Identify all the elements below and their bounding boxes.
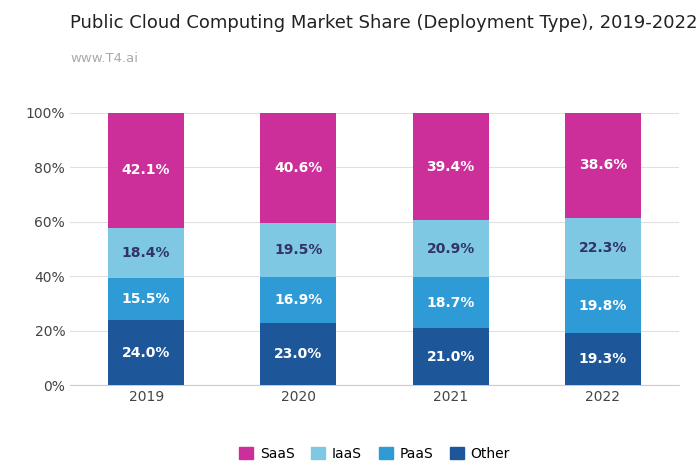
Bar (565, 113, 641, 218)
Text: 16.9%: 16.9% (274, 293, 323, 306)
Text: 19.3%: 19.3% (579, 352, 627, 366)
Bar (565, 218, 641, 279)
Bar (260, 277, 337, 323)
Text: 19.8%: 19.8% (579, 299, 627, 313)
Text: 19.5%: 19.5% (274, 243, 323, 257)
Bar (412, 277, 489, 328)
Legend: SaaS, IaaS, PaaS, Other: SaaS, IaaS, PaaS, Other (233, 441, 516, 467)
Text: 23.0%: 23.0% (274, 347, 323, 361)
Bar (108, 278, 184, 320)
Text: 39.4%: 39.4% (426, 159, 475, 173)
Bar (108, 113, 184, 227)
Text: 20.9%: 20.9% (426, 242, 475, 256)
Bar (412, 328, 489, 385)
Bar (260, 323, 337, 385)
Text: 38.6%: 38.6% (579, 158, 627, 172)
Text: 24.0%: 24.0% (122, 346, 170, 360)
Bar (565, 279, 641, 333)
Text: 42.1%: 42.1% (122, 163, 170, 177)
Text: Public Cloud Computing Market Share (Deployment Type), 2019-2022: Public Cloud Computing Market Share (Dep… (70, 14, 697, 32)
Bar (260, 223, 337, 277)
Bar (108, 320, 184, 385)
Text: 21.0%: 21.0% (426, 350, 475, 364)
Bar (565, 333, 641, 385)
Text: 22.3%: 22.3% (579, 242, 627, 255)
Text: 18.7%: 18.7% (426, 296, 475, 310)
Bar (412, 113, 489, 220)
Text: 40.6%: 40.6% (274, 161, 323, 175)
Text: 18.4%: 18.4% (122, 246, 170, 259)
Bar (108, 227, 184, 278)
Bar (260, 113, 337, 223)
Text: www.T4.ai: www.T4.ai (70, 52, 138, 65)
Text: 15.5%: 15.5% (122, 292, 170, 306)
Bar (412, 220, 489, 277)
